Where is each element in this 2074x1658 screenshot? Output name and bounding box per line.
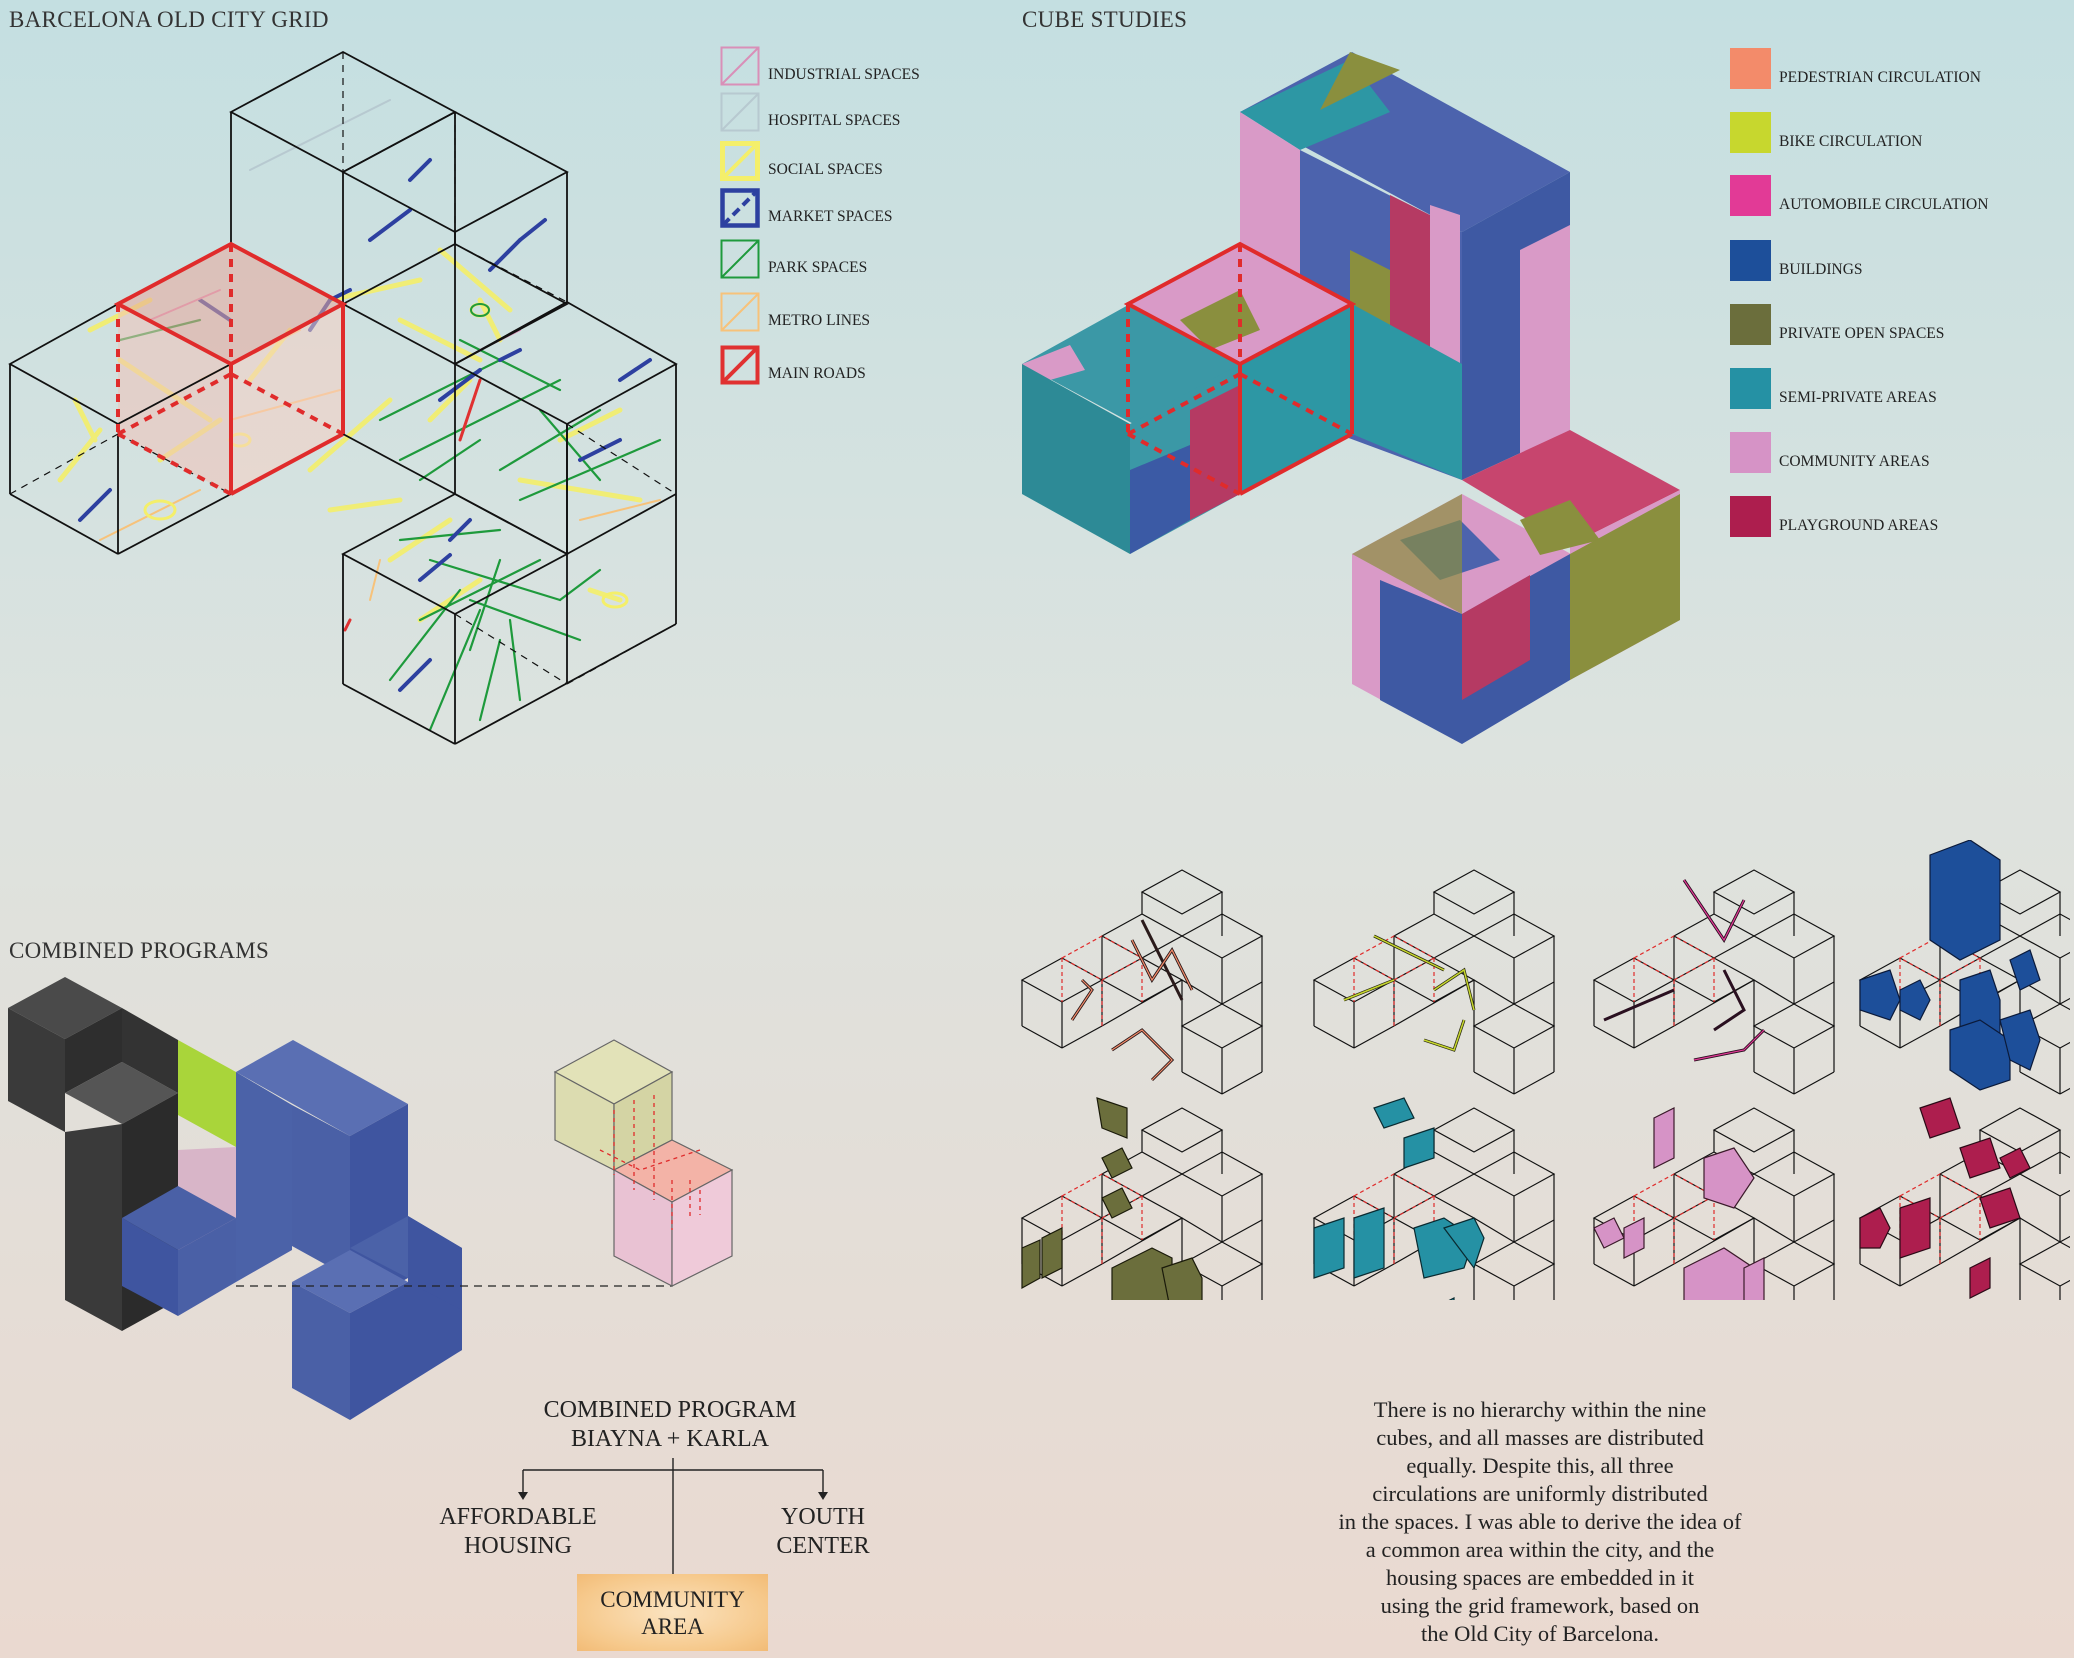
cube-section-title: CUBE STUDIES — [1022, 7, 1188, 32]
affordable-line2: HOUSING — [464, 1533, 572, 1559]
legend-main-roads: MAIN ROADS — [720, 345, 866, 385]
legend-label: PEDESTRIAN CIRCULATION — [1779, 69, 1981, 86]
legend-label: INDUSTRIAL SPACES — [768, 66, 920, 83]
thumb-pedestrian — [1021, 869, 1263, 1095]
old-city-grid-diagram — [8, 50, 678, 745]
legend-label: AUTOMOBILE CIRCULATION — [1779, 196, 1989, 213]
legend-market: MARKET SPACES — [720, 188, 892, 228]
description-line: circulations are uniformly distributed — [1372, 1481, 1708, 1506]
legend-bike: BIKE CIRCULATION — [1730, 112, 1922, 153]
legend-private-open: PRIVATE OPEN SPACES — [1730, 304, 1944, 345]
description-line: housing spaces are embedded in it — [1385, 1565, 1695, 1590]
pedestrian-swatch-icon — [1730, 48, 1771, 89]
description-line: the Old City of Barcelona. — [1420, 1621, 1660, 1646]
legend-buildings: BUILDINGS — [1730, 240, 1863, 281]
youth-line2: CENTER — [776, 1533, 870, 1559]
legend-playground: PLAYGROUND AREAS — [1730, 496, 1938, 537]
combined-programs-massing — [8, 977, 734, 1420]
community-line1: COMMUNITY — [600, 1586, 745, 1612]
legend-pedestrian: PEDESTRIAN CIRCULATION — [1730, 48, 1981, 89]
legend-label: PLAYGROUND AREAS — [1779, 517, 1939, 534]
affordable-housing-label: AFFORDABLE HOUSING — [418, 1503, 618, 1561]
program-title-line1: COMBINED PROGRAM — [543, 1397, 797, 1423]
arrow-down-icon — [518, 1492, 528, 1500]
legend-park: PARK SPACES — [720, 239, 867, 279]
semi-private-swatch-icon — [1730, 368, 1771, 409]
automobile-swatch-icon — [1730, 175, 1771, 216]
cube-study-thumbnails — [1021, 840, 2070, 1300]
affordable-line1: AFFORDABLE — [439, 1504, 597, 1530]
description-line: in the spaces. I was able to derive the … — [1338, 1509, 1742, 1534]
thumb-semi-private — [1313, 1097, 1555, 1300]
thumb-automobile — [1593, 869, 1835, 1095]
legend-label: HOSPITAL SPACES — [768, 112, 901, 129]
market-swatch-icon — [720, 188, 760, 228]
industrial-swatch-icon — [720, 46, 760, 86]
program-title-line2: BIAYNA + KARLA — [571, 1426, 769, 1452]
legend-industrial: INDUSTRIAL SPACES — [720, 46, 920, 86]
legend-label: COMMUNITY AREAS — [1779, 453, 1930, 470]
community-area-box: COMMUNITY AREA — [577, 1574, 768, 1651]
youth-center-label: YOUTH CENTER — [733, 1503, 913, 1561]
legend-label: METRO LINES — [768, 312, 871, 329]
description-paragraph: There is no hierarchy within the nine cu… — [1280, 1396, 1800, 1648]
private-open-swatch-icon — [1730, 304, 1771, 345]
description-line: cubes, and all masses are distributed — [1376, 1425, 1704, 1450]
buildings-swatch-icon — [1730, 240, 1771, 281]
highlight-cube-edges — [113, 241, 348, 496]
hospital-swatch-icon — [720, 92, 760, 132]
park-swatch-icon — [720, 239, 760, 279]
bike-swatch-icon — [1730, 112, 1771, 153]
legend-semi-private: SEMI-PRIVATE AREAS — [1730, 368, 1937, 409]
legend-label: BIKE CIRCULATION — [1779, 133, 1923, 150]
description-line: equally. Despite this, all three — [1406, 1453, 1674, 1478]
description-line: using the grid framework, based on — [1380, 1593, 1700, 1618]
description-line: a common area within the city, and the — [1365, 1537, 1715, 1562]
youth-line1: YOUTH — [781, 1504, 865, 1530]
thumb-community — [1593, 1107, 1835, 1300]
community-line2: AREA — [641, 1613, 704, 1639]
main-roads-swatch-icon — [720, 345, 760, 385]
program-title: COMBINED PROGRAM BIAYNA + KARLA — [520, 1396, 820, 1454]
legend-label: PARK SPACES — [768, 259, 868, 276]
legend-label: SEMI-PRIVATE AREAS — [1779, 389, 1937, 406]
thumb-playground — [1859, 1097, 2070, 1300]
legend-label: BUILDINGS — [1779, 261, 1863, 278]
playground-swatch-icon — [1730, 496, 1771, 537]
legend-social: SOCIAL SPACES — [720, 141, 883, 181]
metro-swatch-icon — [720, 292, 760, 332]
legend-label: MARKET SPACES — [768, 208, 893, 225]
legend-label: MAIN ROADS — [768, 365, 866, 382]
legend-automobile: AUTOMOBILE CIRCULATION — [1730, 175, 1988, 216]
thumb-bike — [1313, 869, 1555, 1095]
grid-section-title: BARCELONA OLD CITY GRID — [9, 7, 329, 32]
social-swatch-icon — [720, 141, 760, 181]
legend-metro: METRO LINES — [720, 292, 870, 332]
legend-community: COMMUNITY AREAS — [1730, 432, 1930, 473]
thumb-buildings — [1859, 840, 2070, 1095]
legend-label: SOCIAL SPACES — [768, 161, 883, 178]
legend-label: PRIVATE OPEN SPACES — [1779, 325, 1945, 342]
community-swatch-icon — [1730, 432, 1771, 473]
cube-studies-mass — [1022, 52, 1680, 744]
combined-section-title: COMBINED PROGRAMS — [9, 938, 270, 963]
description-line: There is no hierarchy within the nine — [1373, 1397, 1707, 1422]
arrow-down-icon — [818, 1492, 828, 1500]
thumb-private-open — [1021, 1097, 1263, 1300]
legend-hospital: HOSPITAL SPACES — [720, 92, 900, 132]
program-tree-lines — [518, 1458, 828, 1574]
